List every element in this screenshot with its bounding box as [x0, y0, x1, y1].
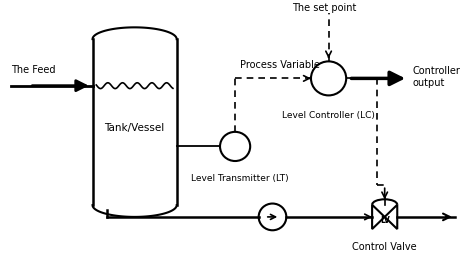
Text: Process Variable: Process Variable [240, 59, 319, 69]
Text: Level Controller (LC): Level Controller (LC) [282, 110, 375, 120]
Text: Tank/Vessel: Tank/Vessel [104, 122, 165, 133]
Text: The set point: The set point [292, 3, 356, 12]
Text: Controller
output: Controller output [413, 66, 461, 87]
Text: The Feed: The Feed [11, 65, 55, 74]
Text: LV: LV [380, 215, 390, 224]
Text: Level Transmitter (LT): Level Transmitter (LT) [191, 173, 289, 182]
Text: Control Valve: Control Valve [352, 241, 417, 251]
